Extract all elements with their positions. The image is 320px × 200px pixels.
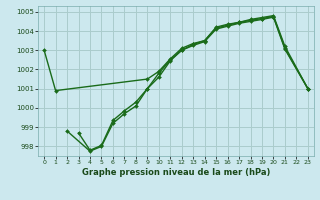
- X-axis label: Graphe pression niveau de la mer (hPa): Graphe pression niveau de la mer (hPa): [82, 168, 270, 177]
